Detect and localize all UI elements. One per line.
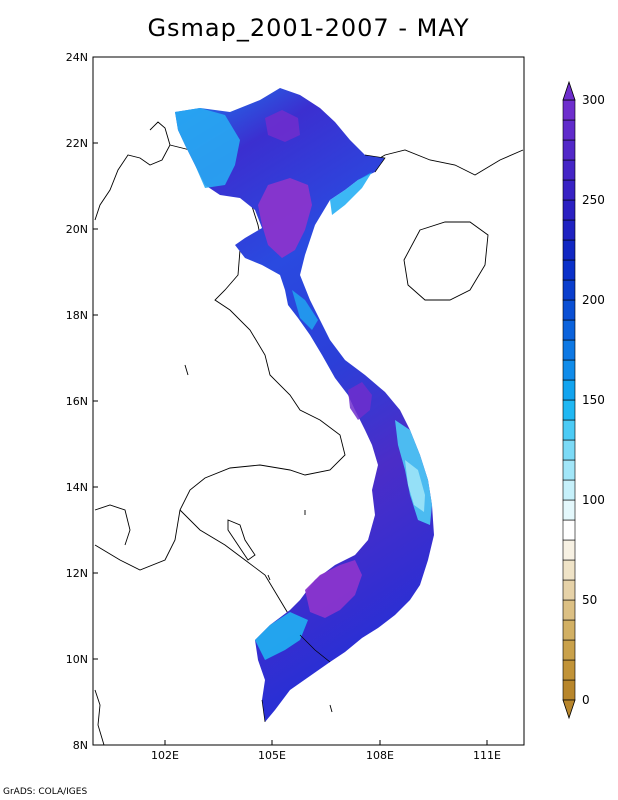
colorbar-segment [562, 519, 576, 541]
credit-text: GrADS: COLA/IGES [3, 787, 88, 797]
lon-tick-102e: 102E [151, 749, 179, 762]
colorbar-segment [562, 619, 576, 641]
colorbar-segment [562, 99, 576, 121]
colorbar-segment [562, 359, 576, 381]
colorbar-segment [562, 439, 576, 461]
colorbar-segment [562, 579, 576, 601]
colorbar-segment [562, 559, 576, 581]
lon-tick-111e: 111E [473, 749, 501, 762]
lat-tick-24n: 24N [66, 51, 88, 64]
lat-tick-12n: 12N [66, 567, 88, 580]
colorbar-segment [562, 159, 576, 181]
lat-tick-22n: 22N [66, 137, 88, 150]
colorbar-segment [562, 419, 576, 441]
colorbar-label-0: 0 [582, 693, 590, 707]
lat-tick-10n: 10N [66, 653, 88, 666]
colorbar-segment [562, 279, 576, 301]
colorbar [562, 99, 576, 701]
lat-tick-16n: 16N [66, 395, 88, 408]
lon-tick-105e: 105E [258, 749, 286, 762]
colorbar-segment [562, 139, 576, 161]
colorbar-segment [562, 339, 576, 361]
colorbar-segment [562, 199, 576, 221]
colorbar-segment [562, 379, 576, 401]
colorbar-segment [562, 679, 576, 701]
lat-tick-8n: 8N [73, 739, 88, 752]
colorbar-segment [562, 479, 576, 501]
colorbar-segment [562, 399, 576, 421]
colorbar-segment [562, 119, 576, 141]
colorbar-segment [562, 259, 576, 281]
colorbar-label-50: 50 [582, 593, 597, 607]
colorbar-label-150: 150 [582, 393, 605, 407]
colorbar-segment [562, 659, 576, 681]
lat-tick-20n: 20N [66, 223, 88, 236]
colorbar-segment [562, 219, 576, 241]
colorbar-segment [562, 499, 576, 521]
vietnam-coastline [261, 154, 386, 723]
axis-ticks [93, 56, 488, 746]
colorbar-arrow-high [562, 80, 576, 101]
vietnam-rainfall-field [175, 88, 434, 722]
colorbar-segment [562, 239, 576, 261]
colorbar-segment [562, 179, 576, 201]
lat-tick-14n: 14N [66, 481, 88, 494]
colorbar-segment [562, 299, 576, 321]
colorbar-segment [562, 599, 576, 621]
colorbar-label-300: 300 [582, 93, 605, 107]
colorbar-arrow-low [562, 699, 576, 720]
colorbar-label-100: 100 [582, 493, 605, 507]
lat-tick-18n: 18N [66, 309, 88, 322]
map-title: Gsmap_2001-2007 - MAY [147, 14, 470, 42]
colorbar-segment [562, 639, 576, 661]
colorbar-segment [562, 319, 576, 341]
colorbar-segment [562, 539, 576, 561]
colorbar-label-250: 250 [582, 193, 605, 207]
colorbar-segment [562, 459, 576, 481]
lon-tick-108e: 108E [366, 749, 394, 762]
colorbar-label-200: 200 [582, 293, 605, 307]
